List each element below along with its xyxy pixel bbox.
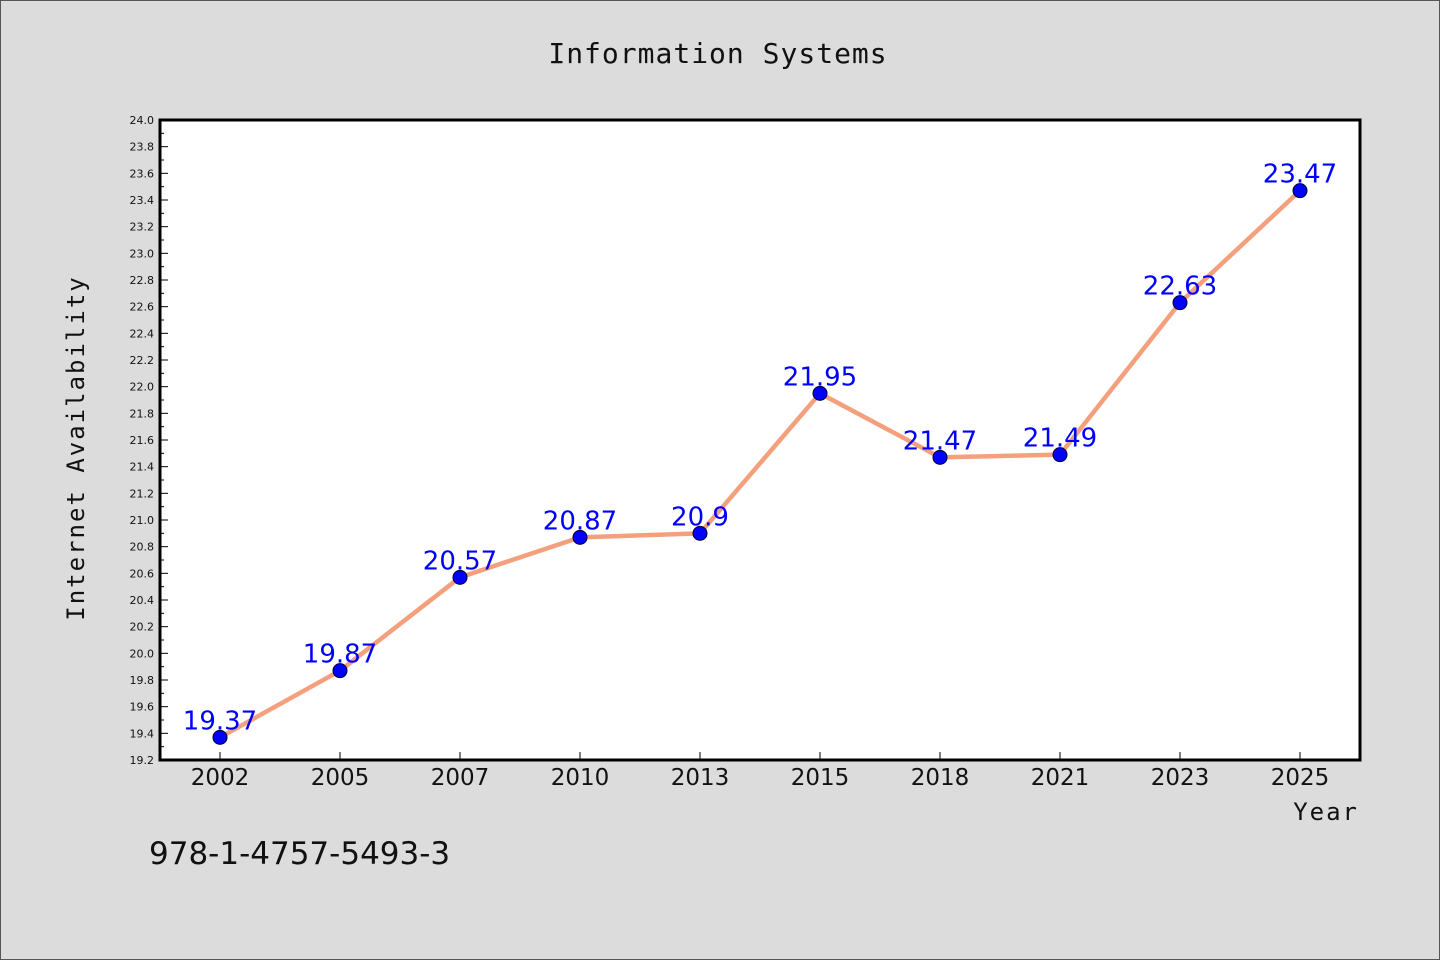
series-line	[218, 189, 1302, 740]
y-axis-label: Internet Availability	[62, 275, 90, 620]
x-tick-label: 2018	[911, 765, 970, 791]
data-point	[452, 569, 468, 585]
y-tick-label: 23.0	[130, 247, 155, 260]
y-tick-label: 24.0	[130, 114, 155, 127]
data-label: 22.63	[1143, 272, 1217, 302]
y-tick-label: 19.4	[130, 727, 155, 740]
data-label: 23.47	[1263, 160, 1337, 190]
y-tick-label: 21.8	[130, 407, 155, 420]
y-tick-label: 22.0	[130, 381, 155, 394]
y-tick-label: 20.0	[130, 647, 155, 660]
isbn-annotation: 978-1-4757-5493-3	[149, 836, 450, 872]
data-label: 20.87	[543, 506, 617, 536]
data-point	[1172, 295, 1188, 311]
data-label: 20.9	[671, 502, 729, 532]
series-layer	[212, 183, 1308, 745]
y-tick-label: 23.4	[130, 194, 155, 207]
data-label: 20.57	[423, 546, 497, 576]
x-tick-label: 2023	[1151, 765, 1210, 791]
y-tick-label: 23.2	[130, 221, 155, 234]
y-tick-label: 20.8	[130, 541, 155, 554]
y-tick-label: 20.2	[130, 621, 155, 634]
data-point	[332, 663, 348, 679]
y-tick-label: 23.6	[130, 167, 155, 180]
x-axis-label: Year	[1293, 798, 1359, 826]
y-axis: 19.2 19.4 19.6 19.8 20.0 20.2 20.4 20.6 20.8 21.0…	[130, 114, 168, 767]
data-point	[692, 525, 708, 541]
data-point	[1052, 447, 1068, 463]
data-point	[812, 385, 828, 401]
y-tick-label: 20.6	[130, 567, 155, 580]
y-tick-label: 21.2	[130, 487, 155, 500]
data-label: 21.49	[1023, 424, 1097, 454]
x-tick-label: 2025	[1271, 765, 1330, 791]
y-tick-label: 19.8	[130, 674, 155, 687]
y-tick-label: 22.8	[130, 274, 155, 287]
y-tick-label: 22.6	[130, 301, 155, 314]
x-tick-label: 2002	[191, 765, 250, 791]
y-tick-label: 22.2	[130, 354, 155, 367]
data-labels-layer: 19.37 19.87 20.57 20.87 20.9 21.95 21.47 21.49 2…	[183, 160, 1337, 737]
x-tick-label: 2015	[791, 765, 850, 791]
data-label: 19.37	[183, 706, 257, 736]
data-label: 21.47	[903, 426, 977, 456]
chart-title: Information Systems	[548, 37, 887, 70]
y-tick-label: 20.4	[130, 594, 155, 607]
x-tick-label: 2010	[551, 765, 610, 791]
y-tick-label: 23.8	[130, 141, 155, 154]
x-axis: 2002 2005 2007 2010 2013 2015 2018 2021 2023 2025	[191, 752, 1330, 791]
data-label: 21.95	[783, 362, 857, 392]
x-tick-label: 2005	[311, 765, 370, 791]
x-tick-label: 2013	[671, 765, 730, 791]
y-tick-label: 21.0	[130, 514, 155, 527]
x-tick-label: 2007	[431, 765, 490, 791]
y-tick-label: 22.4	[130, 327, 155, 340]
y-tick-label: 19.2	[130, 754, 155, 767]
data-point	[1292, 183, 1308, 199]
x-tick-label: 2021	[1031, 765, 1090, 791]
data-point	[932, 449, 948, 465]
data-label: 19.87	[303, 640, 377, 670]
data-point	[572, 529, 588, 545]
data-point	[212, 729, 228, 745]
y-tick-label: 21.4	[130, 461, 155, 474]
y-tick-label: 21.6	[130, 434, 155, 447]
y-tick-label: 19.6	[130, 701, 155, 714]
